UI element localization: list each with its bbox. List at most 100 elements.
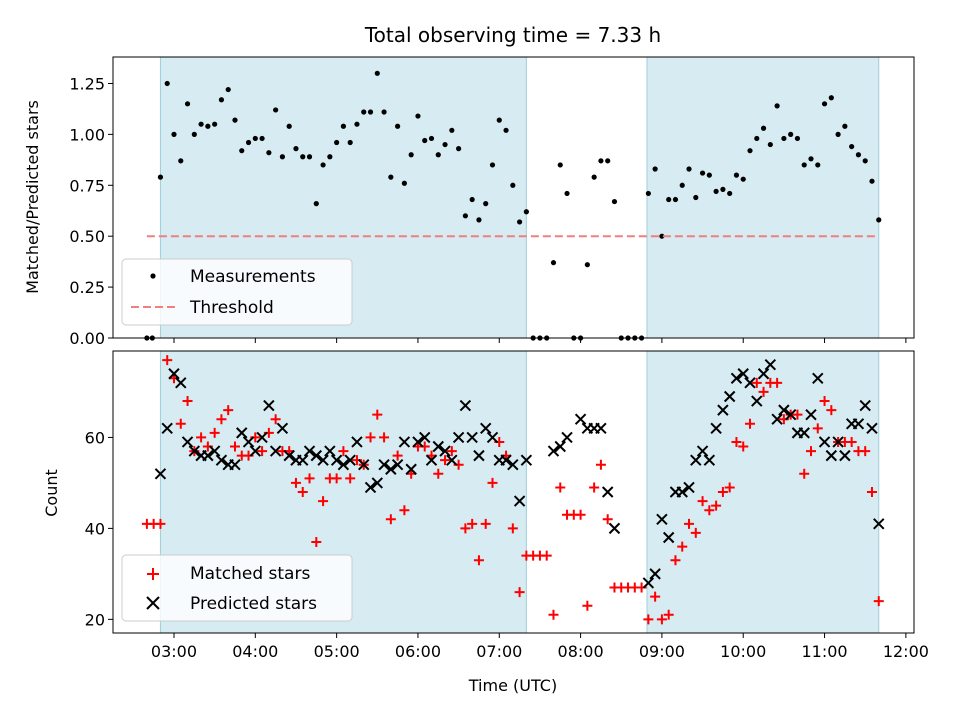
predicted-star-point bbox=[825, 449, 838, 462]
measurement-point bbox=[679, 182, 685, 188]
matched-star-point bbox=[643, 614, 654, 625]
matched-star-point bbox=[257, 446, 268, 457]
measurement-point bbox=[821, 101, 828, 107]
predicted-star-point bbox=[208, 445, 221, 457]
predicted-star-point bbox=[317, 454, 329, 466]
legend-predicted-marker bbox=[146, 596, 160, 610]
measurement-point bbox=[699, 170, 706, 176]
predicted-star-point bbox=[175, 377, 187, 389]
predicted-star-point bbox=[859, 399, 871, 412]
measurement-point bbox=[449, 127, 455, 133]
predicted-star-point bbox=[473, 449, 485, 462]
predicted-star-point bbox=[459, 399, 472, 412]
matched-star-point bbox=[555, 482, 566, 493]
bottom-legend-box bbox=[121, 554, 353, 622]
predicted-star-point bbox=[188, 445, 201, 457]
predicted-star-point bbox=[737, 368, 749, 380]
measurement-point bbox=[198, 121, 204, 127]
measurement-point bbox=[754, 135, 760, 142]
matched-star-point bbox=[792, 409, 803, 420]
predicted-star-point bbox=[554, 440, 566, 453]
matched-star-point bbox=[372, 409, 383, 420]
measurement-point bbox=[212, 121, 218, 127]
measurement-point bbox=[516, 219, 523, 225]
predicted-star-point bbox=[168, 368, 180, 380]
predicted-star-point bbox=[649, 568, 661, 580]
measurement-point bbox=[503, 127, 509, 133]
measurement-point bbox=[584, 262, 590, 268]
legend-measurements-label: Measurements bbox=[190, 267, 316, 287]
matched-star-point bbox=[216, 414, 227, 425]
measurement-point bbox=[591, 174, 597, 180]
measurement-point bbox=[361, 109, 367, 115]
predicted-star-point bbox=[757, 368, 770, 380]
predicted-star-point bbox=[500, 454, 512, 466]
measurement-point bbox=[164, 80, 170, 87]
bottom-x-tick-label: 09:00 bbox=[639, 642, 685, 661]
matched-star-point bbox=[392, 450, 403, 461]
figure-title: Total observing time = 7.33 h bbox=[364, 23, 661, 47]
matched-star-point bbox=[379, 432, 390, 443]
predicted-star-point bbox=[696, 445, 709, 457]
measurement-point bbox=[557, 162, 563, 168]
matched-star-point bbox=[223, 405, 234, 416]
measurement-point bbox=[381, 109, 387, 115]
measurement-point bbox=[733, 172, 740, 178]
matched-star-point bbox=[738, 441, 749, 452]
predicted-star-point bbox=[873, 518, 885, 530]
matched-star-point bbox=[697, 496, 708, 507]
measurement-point bbox=[300, 154, 306, 160]
predicted-star-point bbox=[351, 436, 363, 448]
predicted-star-point bbox=[161, 422, 173, 435]
measurement-point bbox=[706, 172, 712, 178]
measurement-point bbox=[652, 166, 658, 172]
matched-star-point bbox=[155, 518, 166, 529]
predicted-star-point bbox=[818, 436, 831, 448]
measurement-point bbox=[767, 141, 773, 148]
matched-star-point bbox=[684, 518, 695, 529]
measurement-point bbox=[374, 70, 380, 76]
predicted-star-point bbox=[337, 459, 350, 471]
measurement-point bbox=[293, 146, 299, 152]
matched-star-point bbox=[860, 446, 871, 457]
measurement-point bbox=[693, 194, 699, 201]
measurement-point bbox=[320, 162, 326, 168]
measurement-point bbox=[279, 154, 286, 160]
predicted-star-point bbox=[744, 377, 756, 389]
predicted-star-point bbox=[798, 427, 810, 439]
top-panel: 0.00 0.25 0.50 0.75 1.00 1.25 Matched/Predict… bbox=[23, 56, 915, 348]
predicted-star-point bbox=[202, 449, 214, 462]
predicted-star-point bbox=[466, 431, 478, 444]
top-y-tick-label: 0.25 bbox=[69, 278, 105, 297]
measurement-point bbox=[286, 123, 292, 129]
matched-star-point bbox=[440, 455, 451, 466]
bottom-x-tick-label: 07:00 bbox=[476, 642, 522, 661]
bottom-series bbox=[141, 355, 885, 625]
predicted-star-point bbox=[324, 445, 336, 457]
matched-star-point bbox=[711, 500, 722, 511]
measurement-point bbox=[686, 166, 692, 172]
measurement-point bbox=[496, 117, 502, 123]
predicted-star-point bbox=[283, 449, 295, 462]
legend-matched-label: Matched stars bbox=[190, 564, 310, 584]
matched-star-point bbox=[467, 518, 478, 529]
measurement-point bbox=[788, 131, 794, 137]
predicted-star-point bbox=[520, 454, 533, 466]
matched-star-point bbox=[731, 436, 742, 447]
predicted-star-point bbox=[330, 454, 343, 466]
predicted-star-point bbox=[236, 427, 248, 439]
matched-star-point bbox=[670, 555, 681, 566]
measurement-point bbox=[388, 174, 394, 180]
predicted-star-point bbox=[710, 422, 722, 435]
bottom-x-tick-label: 10:00 bbox=[720, 642, 766, 661]
measurement-point bbox=[415, 113, 421, 119]
matched-star-point bbox=[541, 550, 552, 561]
bottom-y-axis-ticks: 20 40 60 bbox=[85, 428, 113, 629]
predicted-star-point bbox=[181, 436, 194, 448]
predicted-star-point bbox=[154, 468, 167, 480]
predicted-star-point bbox=[832, 436, 844, 448]
predicted-star-point bbox=[412, 436, 424, 448]
matched-star-point bbox=[826, 405, 837, 416]
matched-star-point bbox=[311, 537, 322, 548]
